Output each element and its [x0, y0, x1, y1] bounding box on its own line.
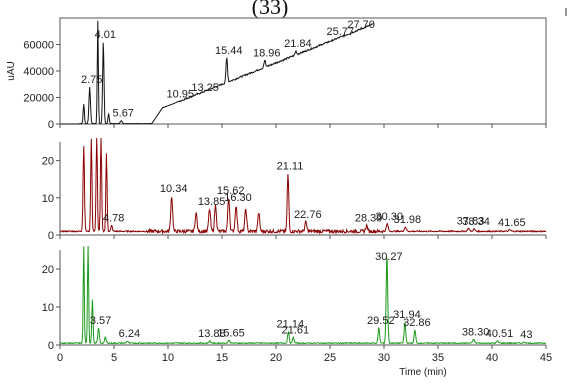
trace-top — [60, 20, 374, 125]
x-tick-label: 0 — [57, 352, 63, 364]
x-axis-title: Time (min) — [399, 367, 446, 378]
panel-bottom: 0 10 20 0 5 10 15 20 25 30 35 40 45 Time (min) 3.57 6.2… — [42, 245, 552, 378]
figure-title: (33) — [252, 0, 289, 19]
y-tick-label: 10 — [42, 302, 54, 314]
peak-label: 15.44 — [215, 45, 243, 57]
peak-label: 3.57 — [90, 315, 111, 327]
peak-label: 15.65 — [217, 327, 245, 339]
peak-label: 41.65 — [498, 217, 526, 229]
x-tick-label: 35 — [432, 352, 444, 364]
x-tick-label: 25 — [324, 352, 336, 364]
x-tick-label: 45 — [540, 352, 552, 364]
trace-middle — [59, 137, 547, 235]
peak-label: 2.75 — [81, 74, 102, 86]
peak-label: 10.34 — [160, 183, 188, 195]
y-tick-label: 40000 — [23, 66, 54, 78]
peak-label: 27.70 — [347, 19, 375, 31]
x-tick-label: 10 — [162, 352, 174, 364]
peak-label: 10.95 — [166, 88, 194, 100]
y-tick-label: 60000 — [23, 40, 54, 52]
peak-label: 4.01 — [95, 29, 116, 41]
y-tick-label: 0 — [48, 230, 54, 242]
y-tick-label: 0 — [48, 119, 54, 131]
peak-label: 21.84 — [284, 38, 312, 50]
x-tick-label: 40 — [486, 352, 498, 364]
peak-label: 38.34 — [462, 216, 490, 228]
peak-label: 21.14 — [277, 319, 305, 331]
peak-label: 28.39 — [355, 213, 383, 225]
peak-label: 31.94 — [393, 309, 421, 321]
peak-label: 15.62 — [217, 185, 245, 197]
peak-label: 21.61 — [282, 324, 310, 336]
peak-label: 22.76 — [294, 209, 322, 221]
peak-label: 6.24 — [119, 328, 140, 340]
peak-label: 32.86 — [403, 317, 431, 329]
panel-top: 0 20000 40000 60000 uAU 2.75 4.01 5.67 10.9513.2… — [6, 17, 547, 131]
trace-bottom — [59, 245, 546, 345]
y-tick-label: 0 — [48, 340, 54, 352]
y-tick-label: 20 — [42, 156, 54, 168]
peak-label: 13.85 — [198, 196, 226, 208]
peak-label: 16.30 — [224, 192, 252, 204]
peak-label: 13.25 — [191, 82, 219, 94]
peak-label: 18.96 — [253, 47, 281, 59]
peak-label: 40.51 — [486, 328, 514, 340]
x-tick-label: 5 — [111, 352, 117, 364]
peak-label: 21.11 — [277, 161, 304, 173]
peak-label: 37.83 — [457, 215, 485, 227]
y-tick-label: 20 — [42, 264, 54, 276]
peak-label: 25.77 — [327, 26, 355, 38]
peak-label: 31.98 — [394, 214, 422, 226]
x-tick-label: 20 — [270, 352, 282, 364]
x-tick-label: 15 — [216, 352, 228, 364]
peak-label: 4.78 — [103, 213, 124, 225]
peak-label: 30.27 — [375, 251, 403, 263]
x-tick-label: 30 — [378, 352, 390, 364]
y-tick-label: 10 — [42, 193, 54, 205]
peak-label: 13.88 — [198, 328, 226, 340]
y-tick-label: 20000 — [23, 93, 54, 105]
peak-label: 38.30 — [462, 326, 490, 338]
peak-label: 30.30 — [375, 211, 403, 223]
peak-label: 43 — [520, 329, 532, 341]
peak-label: 5.67 — [113, 108, 134, 120]
peak-label: 29.52 — [367, 315, 395, 327]
y-axis-title: uAU — [6, 61, 17, 80]
